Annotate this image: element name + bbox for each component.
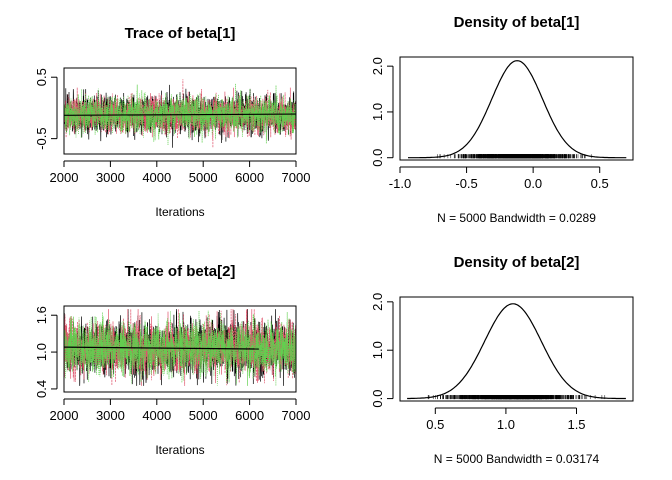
x-tick-label: 6000 — [235, 408, 264, 423]
trace-panel-beta-1: Trace of beta[1] 2000 3000 4000 5000 6000 7000… — [34, 25, 310, 219]
x-tick-label: -1.0 — [389, 176, 411, 191]
x-tick-label: 7000 — [282, 170, 311, 185]
y-tick-label: 2.0 — [370, 293, 385, 311]
y-tick-label: 1.0 — [370, 341, 385, 359]
x-tick-label: 2000 — [50, 170, 79, 185]
y-tick-label: 1.0 — [34, 343, 49, 361]
x-tick-label: 2000 — [50, 408, 79, 423]
x-tick-label: 4000 — [142, 170, 171, 185]
x-tick-label: 4000 — [142, 408, 171, 423]
y-tick-label: 2.0 — [370, 57, 385, 75]
x-axis-label: N = 5000 Bandwidth = 0.03174 — [434, 452, 600, 466]
chart-title: Density of beta[1] — [454, 14, 580, 31]
x-tick-label: 3000 — [96, 170, 125, 185]
x-tick-label: 0.5 — [591, 176, 609, 191]
density-panel-beta-1: Density of beta[1] -1.0 -0.5 0.0 0.5 0.0 1.0 2.… — [370, 14, 634, 225]
density-panel-beta-2: Density of beta[2] 0.5 1.0 1.5 0.0 1.0 2.0 N = … — [370, 254, 634, 466]
y-tick-label: -0.5 — [34, 127, 49, 149]
y-tick-label: 1.0 — [370, 103, 385, 121]
y-tick-label: 0.0 — [370, 149, 385, 167]
x-tick-label: 5000 — [189, 408, 218, 423]
y-tick-label: 0.0 — [370, 390, 385, 408]
x-tick-label: -0.5 — [455, 176, 477, 191]
y-tick-label: 0.4 — [34, 380, 49, 398]
plot-frame — [63, 305, 297, 393]
y-tick-label: 0.5 — [34, 68, 49, 86]
density-curve — [408, 60, 627, 159]
plot-frame — [399, 56, 634, 161]
x-tick-label: 1.5 — [567, 417, 585, 432]
density-curve — [407, 303, 626, 400]
trace-series-chain-3 — [63, 310, 297, 386]
x-tick-label: 7000 — [282, 408, 311, 423]
trace-series-chain-3 — [63, 83, 297, 146]
running-mean-line — [64, 113, 297, 116]
x-tick-label: 0.0 — [524, 176, 542, 191]
x-tick-label: 5000 — [189, 170, 218, 185]
rug-marks — [427, 395, 606, 400]
plot-frame — [399, 296, 634, 402]
chart-title: Density of beta[2] — [454, 254, 580, 271]
x-tick-label: 0.5 — [426, 417, 444, 432]
running-mean-line — [64, 346, 259, 350]
x-tick-label: 3000 — [96, 408, 125, 423]
x-axis-label: Iterations — [155, 443, 204, 457]
trace-panel-beta-2: Trace of beta[2] 2000 3000 4000 5000 6000 7000… — [34, 263, 310, 457]
y-tick-label: 1.6 — [34, 306, 49, 324]
x-axis-label: N = 5000 Bandwidth = 0.0289 — [437, 211, 596, 225]
x-tick-label: 1.0 — [497, 417, 515, 432]
x-axis-label: Iterations — [155, 205, 204, 219]
x-tick-label: 6000 — [235, 170, 264, 185]
plot-frame — [63, 67, 297, 155]
chart-title: Trace of beta[1] — [125, 25, 236, 42]
chart-title: Trace of beta[2] — [125, 263, 236, 280]
rug-marks — [437, 154, 592, 159]
